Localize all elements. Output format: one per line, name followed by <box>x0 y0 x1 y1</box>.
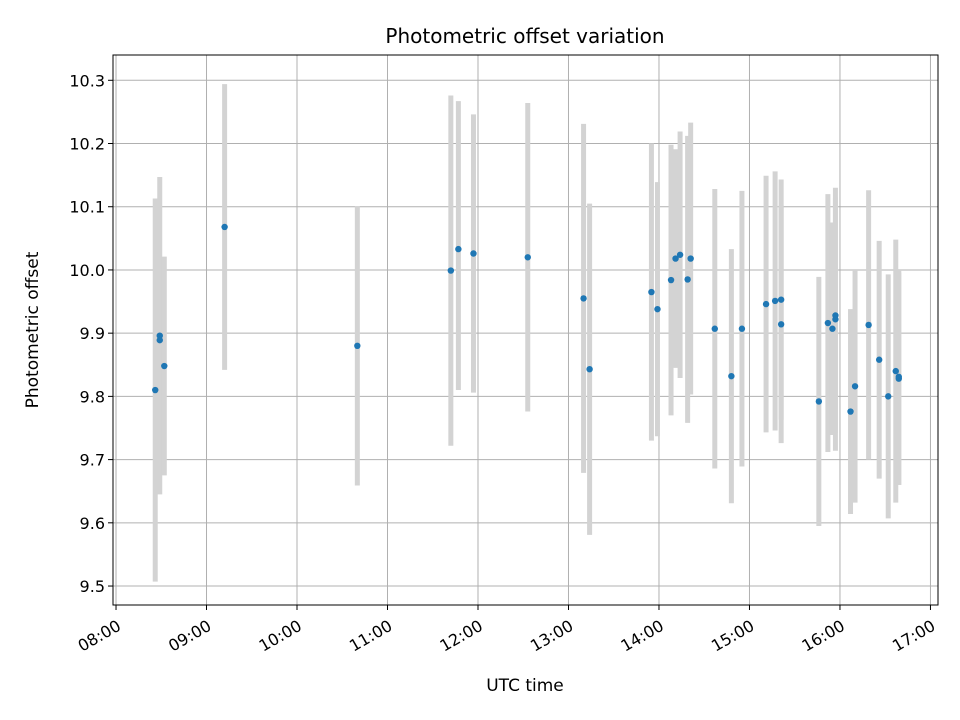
chart-title: Photometric offset variation <box>385 24 664 48</box>
data-point <box>728 372 735 380</box>
data-point <box>654 305 661 313</box>
data-point <box>354 342 361 350</box>
y-tick-label: 9.7 <box>80 451 105 470</box>
data-point <box>895 375 902 382</box>
data-point <box>586 365 593 373</box>
data-point <box>892 367 899 375</box>
data-point <box>777 321 785 328</box>
data-point <box>672 255 679 262</box>
data-point <box>777 296 785 303</box>
y-tick-label: 10.2 <box>69 135 105 154</box>
data-point <box>832 316 839 323</box>
y-tick-label: 10.3 <box>69 71 105 90</box>
data-point <box>470 250 477 257</box>
data-point <box>851 383 859 390</box>
data-point <box>524 254 531 261</box>
y-tick-label: 10.1 <box>69 198 105 217</box>
data-point <box>152 386 159 394</box>
data-point <box>885 393 892 400</box>
data-point <box>824 319 832 327</box>
data-point <box>667 276 675 284</box>
data-point <box>829 325 836 332</box>
data-point <box>684 276 691 283</box>
data-point <box>676 251 684 258</box>
data-point <box>156 336 163 344</box>
y-tick-label: 9.5 <box>80 577 105 596</box>
data-point <box>771 297 779 305</box>
data-point <box>762 300 770 308</box>
y-tick-label: 10.0 <box>69 261 105 280</box>
data-point <box>687 255 694 262</box>
data-points <box>152 223 902 415</box>
data-point <box>875 356 883 363</box>
data-point <box>221 223 228 231</box>
y-tick-label: 9.9 <box>80 324 105 343</box>
data-point <box>161 362 168 370</box>
data-point <box>580 295 587 302</box>
data-point <box>455 245 462 253</box>
data-point <box>648 288 655 296</box>
data-point <box>711 325 718 332</box>
data-point <box>738 325 746 332</box>
y-axis-ticks: 9.5 9.6 9.7 9.8 9.9 10.0 10.1 10.2 10.3 <box>69 71 113 596</box>
data-point <box>847 408 854 415</box>
x-axis-title: UTC time <box>486 676 564 696</box>
data-point <box>815 398 823 405</box>
data-point <box>865 321 872 329</box>
data-point <box>156 332 163 339</box>
y-tick-label: 9.8 <box>80 387 105 406</box>
data-point <box>447 267 455 274</box>
plot-frame <box>112 54 939 606</box>
y-axis-title: Photometric offset <box>23 251 43 408</box>
y-tick-label: 9.6 <box>80 514 105 533</box>
